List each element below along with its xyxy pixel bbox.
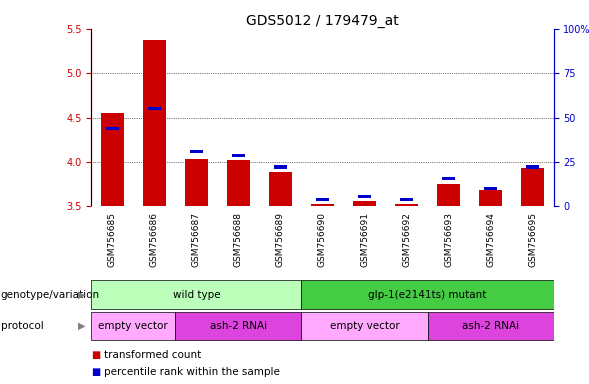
- Text: empty vector: empty vector: [330, 321, 399, 331]
- Bar: [227, 160, 250, 206]
- Text: GSM756695: GSM756695: [528, 212, 537, 266]
- Bar: [353, 201, 376, 206]
- Bar: [437, 184, 460, 206]
- Text: ash-2 RNAi: ash-2 RNAi: [462, 321, 519, 331]
- Bar: [91, 312, 176, 340]
- Text: GSM756694: GSM756694: [486, 212, 495, 266]
- Bar: [521, 168, 544, 206]
- Text: GSM756688: GSM756688: [234, 212, 243, 266]
- Bar: [176, 312, 302, 340]
- Text: GSM756691: GSM756691: [360, 212, 369, 266]
- Bar: [106, 127, 118, 130]
- Bar: [185, 159, 208, 206]
- Bar: [395, 204, 418, 206]
- Text: ▶: ▶: [78, 290, 85, 300]
- Bar: [358, 195, 371, 198]
- Text: GSM756690: GSM756690: [318, 212, 327, 266]
- Bar: [101, 113, 124, 206]
- Title: GDS5012 / 179479_at: GDS5012 / 179479_at: [246, 14, 399, 28]
- Bar: [232, 154, 245, 157]
- Text: ■: ■: [91, 350, 101, 360]
- Bar: [148, 107, 161, 110]
- Text: glp-1(e2141ts) mutant: glp-1(e2141ts) mutant: [368, 290, 487, 300]
- Text: ■: ■: [91, 367, 101, 377]
- Text: protocol: protocol: [1, 321, 44, 331]
- Bar: [91, 280, 302, 309]
- Bar: [269, 172, 292, 206]
- Bar: [302, 280, 554, 309]
- Text: percentile rank within the sample: percentile rank within the sample: [104, 367, 280, 377]
- Text: GSM756687: GSM756687: [192, 212, 201, 266]
- Text: GSM756686: GSM756686: [150, 212, 159, 266]
- Text: GSM756693: GSM756693: [444, 212, 453, 266]
- Text: wild type: wild type: [173, 290, 220, 300]
- Text: genotype/variation: genotype/variation: [1, 290, 100, 300]
- Bar: [302, 312, 428, 340]
- Bar: [190, 149, 203, 152]
- Bar: [143, 40, 166, 206]
- Bar: [428, 312, 554, 340]
- Bar: [442, 177, 455, 180]
- Text: GSM756692: GSM756692: [402, 212, 411, 266]
- Text: ash-2 RNAi: ash-2 RNAi: [210, 321, 267, 331]
- Bar: [527, 166, 539, 169]
- Text: ▶: ▶: [78, 321, 85, 331]
- Text: GSM756689: GSM756689: [276, 212, 285, 266]
- Text: transformed count: transformed count: [104, 350, 201, 360]
- Text: empty vector: empty vector: [98, 321, 168, 331]
- Bar: [479, 190, 502, 206]
- Text: GSM756685: GSM756685: [108, 212, 117, 266]
- Bar: [274, 166, 287, 169]
- Bar: [311, 204, 334, 206]
- Bar: [400, 198, 413, 201]
- Bar: [484, 187, 497, 190]
- Bar: [316, 198, 329, 201]
